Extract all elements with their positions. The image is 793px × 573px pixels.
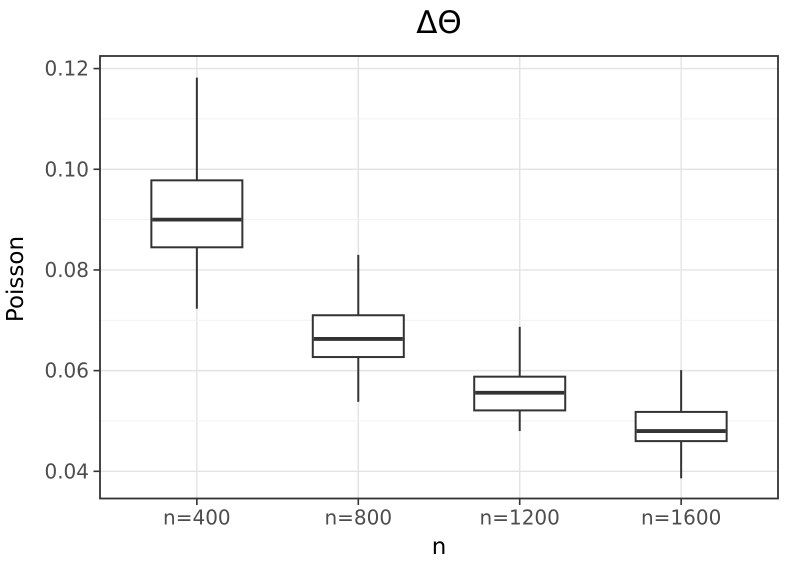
x-tick-label: n=1200 [480, 506, 560, 530]
y-tick-label: 0.06 [44, 359, 89, 383]
y-tick-label: 0.08 [44, 258, 89, 282]
panel-border [99, 55, 779, 500]
y-tick-label: 0.04 [44, 459, 89, 483]
x-tick-label: n=800 [324, 506, 392, 530]
x-tick-label: n=400 [163, 506, 231, 530]
chart-title: ΔΘ [416, 5, 462, 41]
box [311, 314, 405, 359]
y-tick-label: 0.10 [44, 157, 89, 181]
y-tick-label: 0.12 [44, 57, 89, 81]
box [634, 410, 728, 443]
x-tick-label: n=1600 [641, 506, 721, 530]
x-axis-title: n [431, 534, 447, 560]
box [150, 179, 244, 249]
